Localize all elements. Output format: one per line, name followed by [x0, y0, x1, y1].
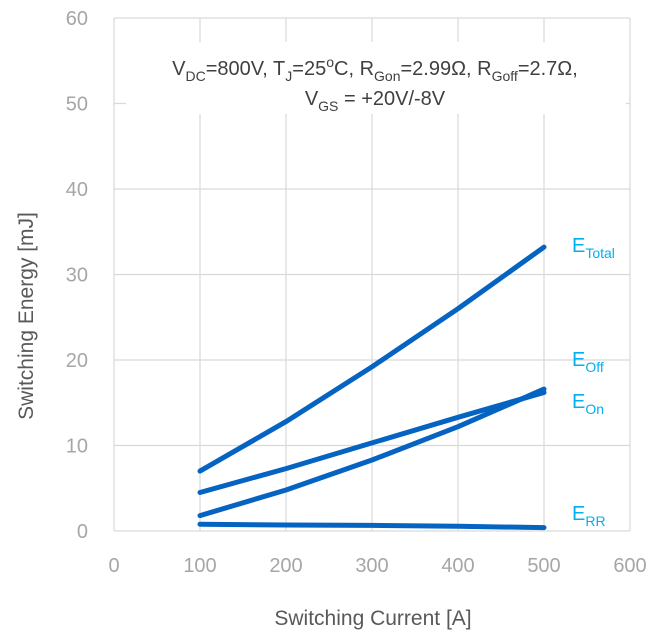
chart-series [197, 244, 547, 531]
conditions-annotation: VDC=800V, TJ=25oC, RGon=2.99Ω, RGoff=2.7… [126, 42, 626, 114]
y-tick-label: 60 [66, 8, 88, 30]
conditions-background [126, 42, 626, 114]
series-line-rr [197, 521, 547, 531]
conditions-line-1: VDC=800V, TJ=25oC, RGon=2.99Ω, RGoff=2.7… [172, 54, 578, 84]
series-line-on [197, 386, 547, 519]
series-label-rr: ERR [572, 503, 606, 529]
series-labels: ETotal EOff EOn ERR [572, 235, 615, 529]
conditions-line-2: VGS = +20V/-8V [305, 88, 446, 114]
x-tick-label: 200 [269, 555, 302, 577]
x-axis-ticks: 0 100 200 300 400 500 600 [108, 555, 646, 577]
y-tick-label: 0 [77, 521, 88, 543]
y-tick-label: 40 [66, 179, 88, 201]
x-tick-label: 500 [527, 555, 560, 577]
x-tick-label: 300 [355, 555, 388, 577]
series-label-total: ETotal [572, 235, 615, 261]
y-tick-label: 30 [66, 265, 88, 287]
series-label-off: EOff [572, 349, 604, 375]
y-axis-title: Switching Energy [mJ] [15, 212, 38, 420]
y-tick-label: 50 [66, 94, 88, 116]
x-axis-title: Switching Current [A] [274, 607, 471, 630]
y-tick-label: 20 [66, 350, 88, 372]
x-tick-label: 600 [613, 555, 646, 577]
series-line-total [197, 244, 547, 474]
series-label-on: EOn [572, 391, 604, 417]
y-axis-ticks: 0 10 20 30 40 50 60 [66, 8, 88, 543]
x-tick-label: 400 [441, 555, 474, 577]
y-tick-label: 10 [66, 436, 88, 458]
series-line-off [197, 390, 547, 495]
x-tick-label: 0 [108, 555, 119, 577]
x-tick-label: 100 [183, 555, 216, 577]
